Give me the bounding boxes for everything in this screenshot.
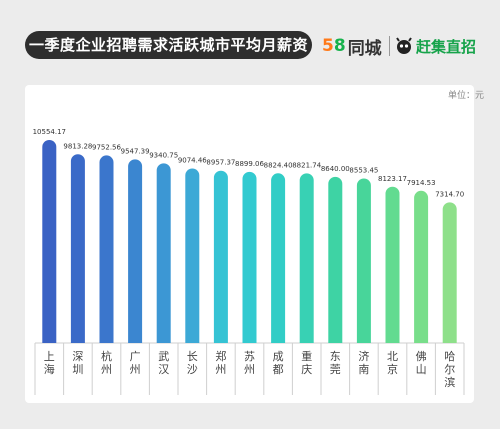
brand-divider	[389, 36, 390, 56]
x-tick-label: 南	[358, 363, 369, 376]
bar	[242, 171, 257, 343]
data-label: 8899.06	[235, 160, 264, 168]
x-tick-label: 山	[416, 363, 427, 376]
x-tick-label: 东	[330, 350, 341, 363]
x-tick-label: 州	[244, 363, 255, 376]
x-tick-label: 长	[187, 350, 198, 363]
x-tick-label: 成	[273, 350, 284, 363]
bar	[128, 159, 143, 343]
x-tick-label: 广	[130, 350, 141, 363]
bar	[213, 170, 228, 343]
data-label: 9813.28	[63, 142, 92, 150]
x-tick-label: 都	[273, 363, 284, 376]
page-title: 一季度企业招聘需求活跃城市平均月薪资	[25, 31, 312, 59]
data-label: 9340.75	[149, 151, 178, 159]
bar	[414, 190, 429, 343]
bar	[299, 173, 314, 343]
x-tick-label: 北	[387, 350, 398, 363]
x-tick-label: 杭	[101, 349, 112, 363]
x-tick-label: 上	[44, 350, 55, 363]
x-tick-label: 州	[130, 363, 141, 376]
data-label: 8123.17	[378, 175, 407, 183]
data-label: 9074.46	[178, 156, 207, 164]
x-tick-label: 京	[387, 362, 398, 376]
x-tick-label: 州	[101, 363, 112, 376]
data-label: 9547.39	[121, 147, 150, 155]
x-tick-label: 济	[358, 349, 369, 363]
x-tick-label: 海	[44, 362, 55, 376]
x-tick-label: 武	[158, 350, 169, 363]
bar	[356, 178, 371, 343]
bar	[385, 186, 400, 343]
brand-58tongcheng-logo: 5 8 同城	[322, 36, 382, 59]
bar	[328, 176, 343, 343]
bar	[70, 154, 85, 343]
x-tick-label: 哈	[444, 350, 455, 363]
x-tick-label: 佛	[416, 350, 427, 363]
data-label: 8957.37	[206, 159, 235, 167]
x-tick-label: 郑	[215, 349, 226, 363]
data-label: 7314.70	[435, 190, 464, 198]
bar	[99, 155, 114, 343]
x-tick-label: 莞	[330, 363, 341, 376]
data-label: 8824.40	[264, 161, 293, 169]
x-tick-label: 沙	[187, 363, 198, 376]
data-label: 8553.45	[349, 166, 378, 174]
x-tick-label: 州	[215, 363, 226, 376]
data-label: 7914.53	[407, 179, 436, 187]
x-tick-label: 圳	[72, 363, 83, 376]
data-label: 8821.74	[292, 161, 321, 169]
bar	[442, 202, 457, 343]
data-label: 9752.56	[92, 143, 121, 151]
data-label: 8640.00	[321, 165, 350, 173]
x-tick-label: 汉	[158, 363, 169, 376]
x-tick-label: 苏	[244, 350, 255, 363]
x-tick-label: 尔	[444, 363, 455, 376]
mascot-icon	[396, 37, 412, 54]
x-tick-label: 深	[72, 350, 83, 363]
unit-label: 单位：元	[447, 91, 484, 101]
bar	[271, 173, 286, 343]
bar	[156, 163, 171, 343]
x-tick-label: 庆	[301, 362, 312, 376]
x-tick-label: 滨	[444, 375, 455, 389]
x-tick-label: 重	[301, 349, 312, 363]
bar	[42, 140, 57, 343]
brand-ganji-logo: 赶集直招	[395, 34, 476, 58]
bar	[185, 168, 200, 343]
data-label: 10554.17	[33, 128, 66, 136]
